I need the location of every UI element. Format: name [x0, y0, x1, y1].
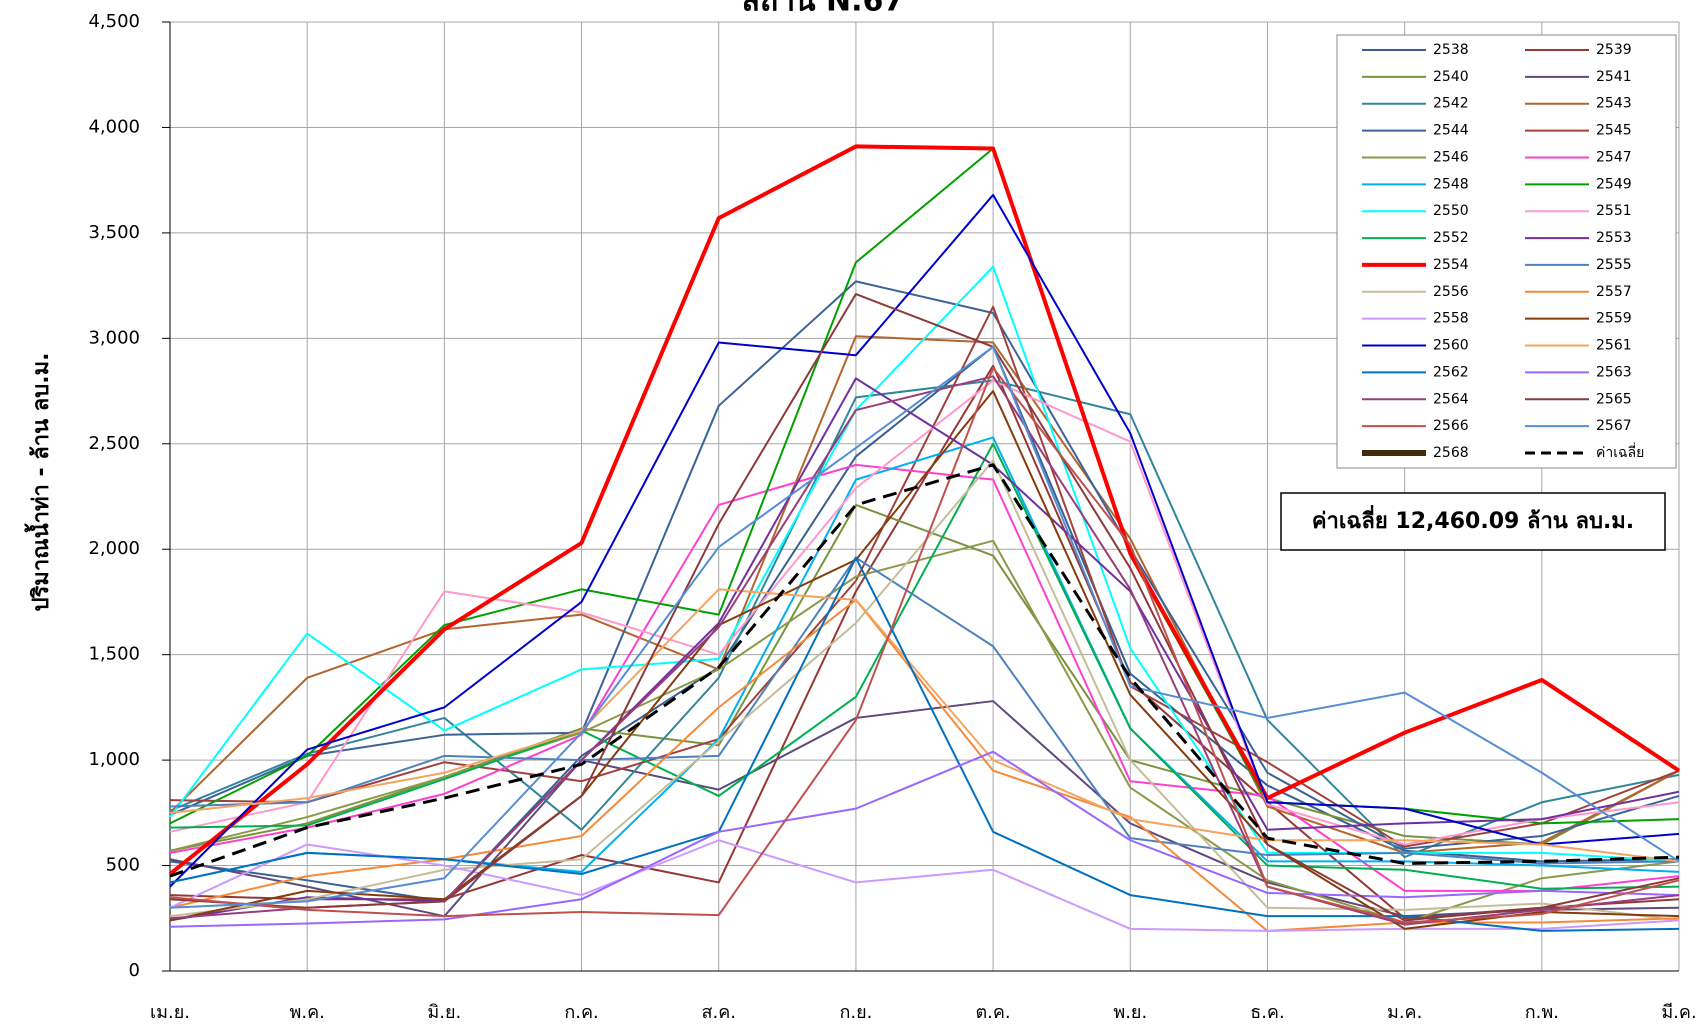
y-tick-label: 3,000 — [88, 327, 140, 348]
legend-label: 2544 — [1433, 123, 1469, 139]
legend-box — [1336, 34, 1677, 469]
series-line — [169, 305, 1680, 848]
series-line — [169, 463, 1680, 892]
legend-label: 2553 — [1596, 230, 1632, 246]
y-tick-label: 500 — [106, 855, 140, 876]
legend-label: 2552 — [1433, 230, 1469, 246]
legend-label: 2556 — [1433, 284, 1469, 300]
legend-label: 2565 — [1596, 391, 1632, 407]
legend-label: 2564 — [1433, 391, 1469, 407]
y-tick-label: 4,000 — [88, 116, 140, 137]
legend-label: 2559 — [1596, 311, 1632, 327]
series-line — [169, 442, 1680, 890]
x-tick-label: พ.ค. — [290, 1002, 325, 1023]
series-line — [168, 144, 1681, 876]
x-tick-label: ก.ค. — [564, 1002, 598, 1023]
legend-label: 2568 — [1433, 445, 1469, 461]
legend-label: 2548 — [1433, 176, 1469, 192]
legend-label: 2561 — [1596, 338, 1632, 354]
y-tick-label: 4,500 — [88, 11, 140, 32]
legend-label: ค่าเฉลี่ย — [1596, 443, 1644, 461]
legend-label: 2538 — [1433, 42, 1469, 58]
series-line — [169, 556, 1680, 932]
x-tick-label: ต.ค. — [975, 1002, 1010, 1023]
x-tick-label: มิ.ย. — [427, 1002, 461, 1023]
x-tick-label: เม.ย. — [150, 1002, 190, 1023]
legend-label: 2539 — [1596, 42, 1632, 58]
y-tick-label: 1,000 — [88, 749, 140, 770]
series-line — [169, 377, 1680, 922]
series-line — [169, 345, 1680, 909]
chart-title: สถานี N.67 — [742, 0, 905, 19]
legend: 2538 2539 2540 2541 2542 2543 2544 2545 2546 2547… — [1362, 42, 1644, 461]
legend-label: 2547 — [1596, 149, 1632, 165]
series-line — [169, 700, 1680, 918]
series-line — [169, 379, 1680, 859]
legend-label: 2540 — [1433, 69, 1469, 85]
legend-label: 2557 — [1596, 284, 1632, 300]
series-line — [169, 750, 1680, 928]
series-line — [169, 293, 1680, 922]
legend-label: 2549 — [1596, 176, 1632, 192]
legend-label: 2558 — [1433, 311, 1469, 327]
series-line — [169, 503, 1680, 852]
series-line — [169, 556, 1680, 865]
x-tick-label: ธ.ค. — [1250, 1002, 1284, 1023]
legend-label: 2563 — [1596, 364, 1632, 380]
legend-label: 2543 — [1596, 96, 1632, 112]
x-tick-label: ก.ย. — [839, 1002, 872, 1023]
series-line — [169, 364, 1680, 920]
legend-label: 2555 — [1596, 257, 1632, 273]
legend-label: 2566 — [1433, 418, 1469, 434]
y-tick-label: 2,000 — [88, 538, 140, 559]
legend-label: 2550 — [1433, 203, 1469, 219]
x-tick-label: พ.ย. — [1113, 1002, 1147, 1023]
series-line — [169, 598, 1680, 932]
x-tick-label: ส.ค. — [701, 1002, 735, 1023]
y-tick-label: 0 — [129, 960, 140, 981]
series-line — [169, 193, 1680, 888]
annotation: ค่าเฉลี่ย 12,460.09 ล้าน ลบ.ม. — [1312, 504, 1634, 534]
series-line — [169, 839, 1680, 932]
series-line — [169, 147, 1680, 825]
legend-label: 2545 — [1596, 123, 1632, 139]
lines — [168, 144, 1681, 932]
series-line — [169, 366, 1680, 924]
legend-label: 2567 — [1596, 418, 1632, 434]
series-line — [169, 588, 1680, 863]
series-line — [169, 390, 1680, 930]
x-tick-label: ม.ค. — [1387, 1002, 1422, 1023]
y-axis-title: ปริมาณน้ำท่า - ล้าน ลบ.ม. — [24, 353, 54, 612]
legend-label: 2546 — [1433, 149, 1469, 165]
legend-label: 2551 — [1596, 203, 1632, 219]
legend-label: 2560 — [1433, 338, 1469, 354]
y-tick-label: 3,500 — [88, 222, 140, 243]
legend-label: 2554 — [1433, 257, 1469, 273]
x-tick-label: ก.พ. — [1525, 1002, 1559, 1023]
legend-label: 2562 — [1433, 364, 1469, 380]
series-line — [169, 539, 1680, 924]
legend-label: 2541 — [1596, 69, 1632, 85]
annotation-box — [1280, 492, 1666, 551]
y-tick-label: 1,500 — [88, 644, 140, 665]
legend-label: 2542 — [1433, 96, 1469, 112]
series-line — [169, 280, 1680, 850]
x-tick-label: มี.ค. — [1661, 1002, 1696, 1023]
y-tick-label: 2,500 — [88, 433, 140, 454]
